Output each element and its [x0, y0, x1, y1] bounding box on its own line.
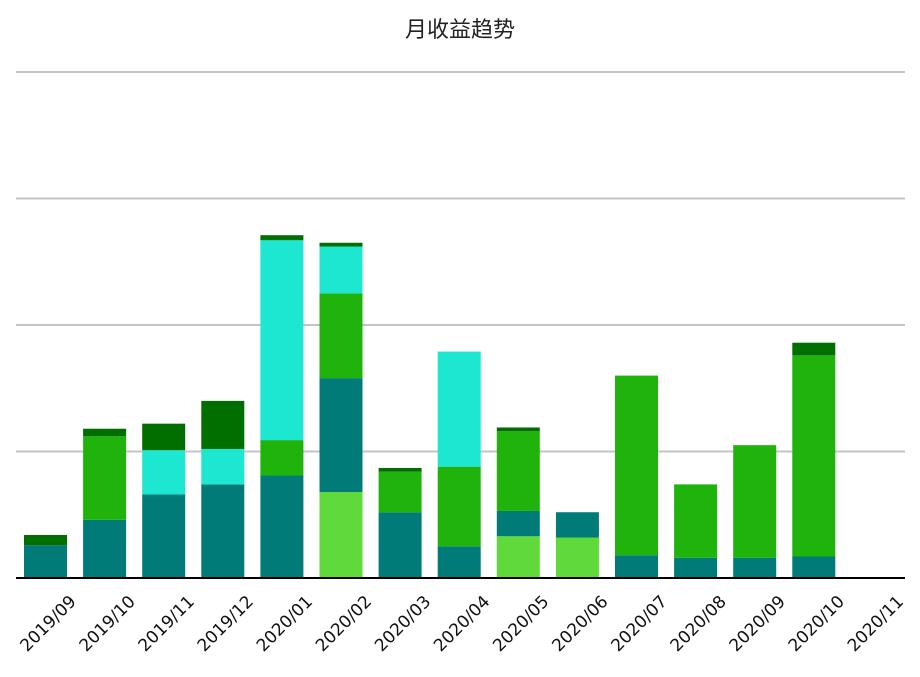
- bar-segment[interactable]: [437, 466, 481, 547]
- bar-segment[interactable]: [201, 448, 245, 485]
- bar-segment[interactable]: [437, 546, 481, 578]
- x-tick-label: 2020/06: [548, 592, 612, 656]
- x-tick-label: 2019/09: [16, 592, 80, 656]
- x-tick-label: 2020/10: [785, 592, 849, 656]
- x-tick-label: 2020/04: [430, 592, 494, 656]
- x-tick-label: 2020/02: [312, 592, 376, 656]
- bar-segment[interactable]: [792, 556, 836, 578]
- bar-segment[interactable]: [260, 235, 304, 241]
- x-tick-label: 2020/08: [667, 592, 731, 656]
- bar-segment[interactable]: [142, 450, 186, 495]
- bar-segment[interactable]: [260, 240, 304, 441]
- bar-segment[interactable]: [319, 242, 363, 247]
- chart-title: 月收益趋势: [404, 18, 515, 43]
- bar-segment[interactable]: [496, 427, 540, 432]
- bar-segment[interactable]: [24, 534, 67, 546]
- bar-segment[interactable]: [83, 428, 127, 437]
- x-tick-label: 2020/05: [489, 592, 553, 656]
- bar-segment[interactable]: [260, 475, 304, 578]
- bar-stacks: [24, 235, 836, 578]
- bar-segment[interactable]: [496, 510, 540, 537]
- bar-segment[interactable]: [319, 378, 363, 492]
- bar-segment[interactable]: [319, 246, 363, 294]
- bar-segment[interactable]: [260, 440, 304, 476]
- x-tick-label: 2020/09: [726, 592, 790, 656]
- x-tick-label: 2019/11: [135, 592, 199, 656]
- bar-segment[interactable]: [674, 557, 718, 578]
- x-tick-label: 2020/01: [253, 592, 317, 656]
- bar-segment[interactable]: [496, 431, 540, 511]
- bar-segment[interactable]: [792, 342, 836, 356]
- x-tick-label: 2019/12: [194, 592, 258, 656]
- bar-segment[interactable]: [83, 436, 127, 520]
- bar-segment[interactable]: [83, 519, 127, 578]
- x-tick-label: 2020/11: [844, 592, 908, 656]
- bar-segment[interactable]: [142, 423, 186, 451]
- bar-segment[interactable]: [733, 445, 777, 558]
- bar-segment[interactable]: [378, 471, 422, 513]
- bar-segment[interactable]: [378, 467, 422, 472]
- bar-segment[interactable]: [496, 536, 540, 578]
- bar-segment[interactable]: [437, 351, 481, 467]
- x-tick-label: 2020/03: [371, 592, 435, 656]
- bar-segment[interactable]: [674, 484, 718, 558]
- bar-segment[interactable]: [142, 494, 186, 578]
- bar-segment[interactable]: [201, 400, 245, 449]
- bar-segment[interactable]: [378, 512, 422, 578]
- bar-segment[interactable]: [615, 375, 658, 556]
- bar-segment[interactable]: [201, 484, 245, 578]
- bar-segment[interactable]: [555, 537, 599, 578]
- bar-segment[interactable]: [555, 512, 599, 538]
- x-tick-label: 2019/10: [76, 592, 140, 656]
- bar-segment[interactable]: [792, 355, 836, 557]
- x-tick-labels: 2019/092019/102019/112019/122020/012020/…: [16, 592, 907, 656]
- x-tick-label: 2020/07: [607, 592, 671, 656]
- bar-segment[interactable]: [319, 293, 363, 379]
- bar-segment[interactable]: [319, 491, 363, 578]
- bar-segment[interactable]: [24, 545, 67, 578]
- bar-segment[interactable]: [733, 557, 777, 578]
- bar-segment[interactable]: [615, 555, 658, 578]
